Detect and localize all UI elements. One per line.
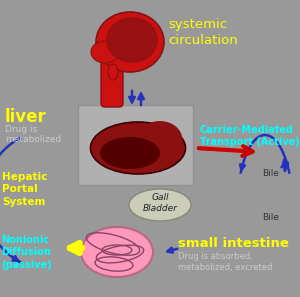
- Ellipse shape: [137, 121, 182, 159]
- Text: small intestine: small intestine: [178, 237, 289, 250]
- Text: Gall
Bladder: Gall Bladder: [142, 193, 177, 213]
- Text: Hepatic
Portal
System: Hepatic Portal System: [2, 172, 47, 207]
- Text: liver: liver: [5, 108, 47, 126]
- Text: Nonionic
Diffusion
(passive): Nonionic Diffusion (passive): [1, 235, 52, 270]
- Text: Carrier-Mediated
Transport (Active): Carrier-Mediated Transport (Active): [200, 125, 300, 147]
- Text: Bile: Bile: [262, 214, 279, 222]
- Text: Bile: Bile: [262, 170, 279, 178]
- Text: Drug is absorbed,
metabolized, excreted: Drug is absorbed, metabolized, excreted: [178, 252, 272, 272]
- Ellipse shape: [96, 12, 164, 72]
- FancyBboxPatch shape: [78, 105, 193, 185]
- Text: systemic
circulation: systemic circulation: [168, 18, 238, 47]
- Ellipse shape: [91, 41, 119, 63]
- Ellipse shape: [108, 64, 118, 80]
- Ellipse shape: [81, 227, 153, 277]
- Text: Drug is
metabolized: Drug is metabolized: [5, 125, 61, 144]
- Ellipse shape: [100, 137, 160, 169]
- Ellipse shape: [106, 17, 158, 63]
- Ellipse shape: [91, 122, 185, 174]
- FancyBboxPatch shape: [101, 61, 123, 107]
- Ellipse shape: [129, 189, 191, 221]
